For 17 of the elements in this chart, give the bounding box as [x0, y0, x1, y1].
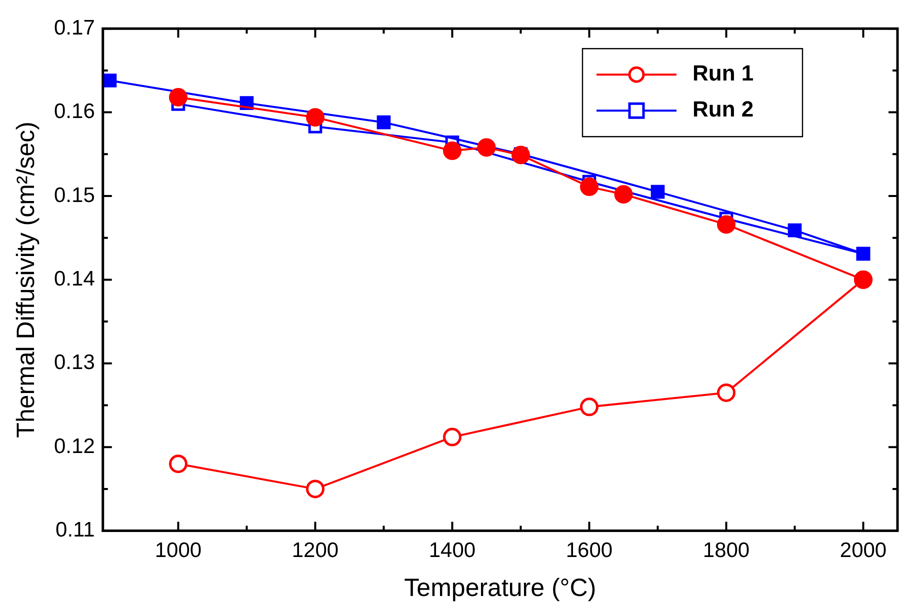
x-tick-label: 2000 — [840, 539, 887, 562]
x-tick-label: 1400 — [428, 539, 476, 562]
legend-label: Run 2 — [692, 96, 754, 122]
y-tick-label: 0.15 — [54, 184, 95, 207]
y-tick-label: 0.14 — [54, 267, 96, 290]
y-axis-title: Thermal Diffusivity (cm²/sec) — [12, 122, 40, 438]
y-tick-label: 0.16 — [54, 100, 95, 124]
y-tick-label: 0.12 — [54, 434, 95, 458]
y-tick-label: 0.11 — [56, 518, 95, 542]
y-tick-label: 0.17 — [54, 16, 95, 40]
y-tick-label: 0.13 — [54, 351, 95, 374]
x-axis-title: Temperature (°C) — [404, 574, 596, 602]
x-tick-label: 1600 — [566, 539, 613, 562]
x-tick-label: 1800 — [702, 539, 750, 562]
x-tick-label: 1000 — [154, 539, 202, 562]
x-tick-label: 1200 — [292, 539, 339, 562]
legend-label: Run 1 — [692, 60, 754, 86]
